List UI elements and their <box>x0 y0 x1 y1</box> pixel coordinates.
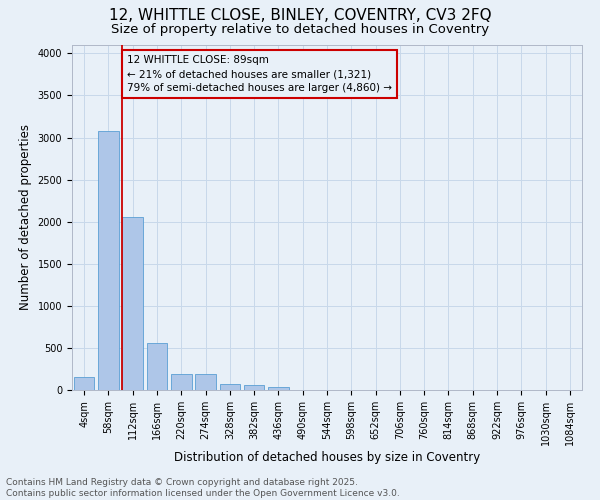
Bar <box>146 343 167 390</box>
Bar <box>244 385 265 390</box>
X-axis label: Distribution of detached houses by size in Coventry: Distribution of detached houses by size … <box>174 450 480 464</box>
Bar <box>171 374 191 390</box>
Text: 12 WHITTLE CLOSE: 89sqm
← 21% of detached houses are smaller (1,321)
79% of semi: 12 WHITTLE CLOSE: 89sqm ← 21% of detache… <box>127 55 392 93</box>
Text: Size of property relative to detached houses in Coventry: Size of property relative to detached ho… <box>111 22 489 36</box>
Bar <box>74 378 94 390</box>
Bar <box>98 131 119 390</box>
Bar <box>122 216 143 390</box>
Text: Contains HM Land Registry data © Crown copyright and database right 2025.
Contai: Contains HM Land Registry data © Crown c… <box>6 478 400 498</box>
Bar <box>268 388 289 390</box>
Y-axis label: Number of detached properties: Number of detached properties <box>19 124 32 310</box>
Bar <box>220 384 240 390</box>
Text: 12, WHITTLE CLOSE, BINLEY, COVENTRY, CV3 2FQ: 12, WHITTLE CLOSE, BINLEY, COVENTRY, CV3… <box>109 8 491 22</box>
Bar <box>195 374 216 390</box>
